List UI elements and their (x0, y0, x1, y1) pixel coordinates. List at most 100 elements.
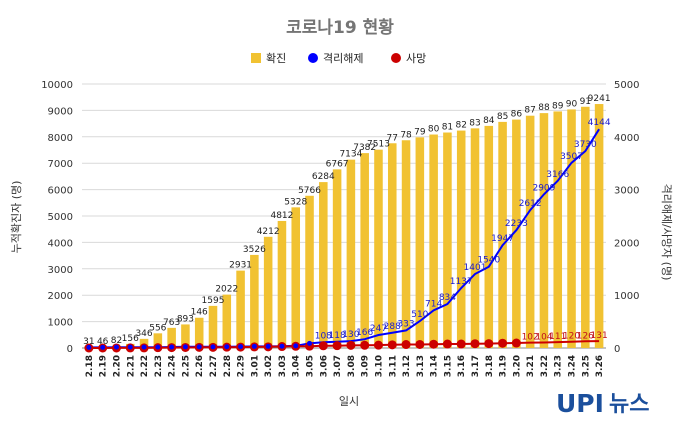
bar-confirmed (374, 149, 383, 348)
point-recovered (307, 340, 313, 346)
data-label-recovered: 108 (315, 331, 332, 341)
data-label-recovered: 714 (425, 299, 442, 309)
x-tick-label: 3.05 (306, 355, 316, 377)
data-label-confirmed: 81 (442, 123, 453, 133)
bars (84, 104, 604, 349)
data-label-confirmed: 79 (414, 127, 426, 137)
x-tick-label: 3.21 (526, 355, 536, 377)
data-label-recovered: 4144 (588, 118, 611, 128)
data-label-confirmed: 78 (400, 130, 412, 140)
data-label-confirmed: 7382 (353, 143, 376, 153)
data-label-confirmed: 156 (122, 334, 139, 344)
bar-confirmed (319, 182, 328, 348)
data-label-confirmed: 6284 (312, 172, 335, 182)
data-label-confirmed: 89 (552, 101, 564, 111)
point-recovered (196, 344, 202, 350)
data-label-recovered: 130 (342, 330, 359, 340)
data-label-recovered: 247 (370, 324, 387, 334)
legend-item: 확진 (251, 52, 286, 65)
legend-swatch (308, 53, 318, 63)
x-tick-label: 3.14 (430, 355, 440, 377)
x-tick-label: 2.24 (168, 355, 178, 377)
data-label-recovered: 166 (356, 328, 373, 338)
data-label-confirmed: 46 (97, 337, 109, 347)
data-label-confirmed: 4812 (270, 211, 293, 221)
data-label-confirmed: 4212 (257, 227, 280, 237)
data-label-confirmed: 7513 (367, 140, 390, 150)
data-label-confirmed: 5328 (284, 197, 307, 207)
y2-tick-label: 2000 (614, 238, 639, 249)
bar-confirmed (525, 115, 535, 349)
data-label-recovered: 1401 (464, 263, 487, 273)
x-tick-label: 2.26 (195, 355, 205, 377)
data-label-recovered: 834 (439, 293, 456, 303)
legend-label: 격리해제 (323, 51, 363, 65)
data-label-deaths: 120 (563, 332, 580, 342)
bar-confirmed (277, 220, 287, 348)
x-tick-label: 2.19 (99, 355, 109, 377)
x-tick-label: 3.03 (278, 355, 288, 377)
data-label-recovered: 1137 (450, 277, 473, 287)
point-recovered (127, 344, 133, 350)
bar-confirmed (194, 317, 204, 348)
bar-confirmed (346, 159, 356, 348)
point-deaths (360, 340, 370, 350)
point-deaths (429, 339, 439, 349)
x-tick-label: 3.20 (512, 355, 522, 377)
point-recovered (224, 344, 230, 350)
bar-confirmed (222, 294, 232, 348)
bar-confirmed (250, 254, 259, 348)
x-tick-label: 3.12 (402, 355, 412, 377)
bar-confirmed (360, 153, 369, 348)
point-recovered (86, 344, 92, 350)
bar-confirmed (236, 270, 245, 348)
y-tick-label: 3000 (48, 265, 73, 276)
y-tick-label: 2000 (48, 291, 73, 302)
y2-tick-label: 3000 (614, 186, 639, 197)
x-tick-label: 3.19 (499, 355, 509, 377)
x-tick-label: 3.22 (540, 355, 550, 377)
x-tick-label: 3.17 (471, 355, 481, 377)
bar-confirmed (429, 134, 438, 348)
y2-tick-label: 4000 (614, 133, 639, 144)
point-recovered (293, 343, 299, 349)
legend-label: 사망 (406, 52, 426, 65)
y-tick-label: 8000 (48, 133, 73, 144)
watermark-brand: UPI (556, 389, 604, 418)
legend-label: 확진 (266, 52, 286, 65)
bar-confirmed (387, 143, 397, 348)
data-labels: 31 46 82 1563465567638931461595202229313526… (83, 94, 611, 347)
bar-confirmed (512, 119, 521, 349)
data-label-confirmed: 9241 (588, 94, 611, 104)
point-recovered (100, 344, 106, 350)
data-label-confirmed: 77 (387, 133, 398, 143)
data-label-confirmed: 83 (469, 118, 480, 128)
legend: 확진 격리해제 사망 (251, 51, 426, 65)
legend-item: 사망 (391, 52, 426, 65)
watermark-logo: UPI 뉴스 (556, 389, 649, 418)
x-tick-label: 3.04 (292, 355, 302, 377)
x-tick-label: 3.07 (333, 355, 343, 377)
point-recovered (113, 344, 119, 350)
data-label-confirmed: 88 (538, 103, 550, 113)
point-recovered (265, 343, 271, 349)
bar-confirmed (181, 324, 190, 348)
y-axis-ticks: 0 1000 2000 3000 4000 5000 6000 7000 8000 9000 100… (41, 80, 73, 355)
data-label-recovered: 118 (329, 331, 346, 341)
x-tick-label: 3.13 (416, 355, 426, 377)
bar-confirmed (305, 195, 314, 348)
data-label-confirmed: 82 (455, 121, 466, 131)
chart-title: 코로나19 현황 (286, 18, 394, 38)
point-recovered (169, 344, 175, 350)
data-label-confirmed: 5766 (298, 186, 321, 196)
bar-confirmed (456, 130, 466, 348)
data-label-confirmed: 31 (83, 337, 94, 347)
data-label-confirmed: 87 (524, 106, 535, 116)
x-tick-label: 3.06 (319, 355, 329, 377)
data-label-deaths: 126 (577, 331, 594, 341)
bar-confirmed (153, 333, 163, 348)
data-label-recovered: 288 (384, 322, 401, 332)
data-label-confirmed: 90 (566, 99, 578, 109)
x-tick-label: 3.02 (264, 355, 274, 377)
data-label-recovered: 510 (411, 310, 428, 320)
